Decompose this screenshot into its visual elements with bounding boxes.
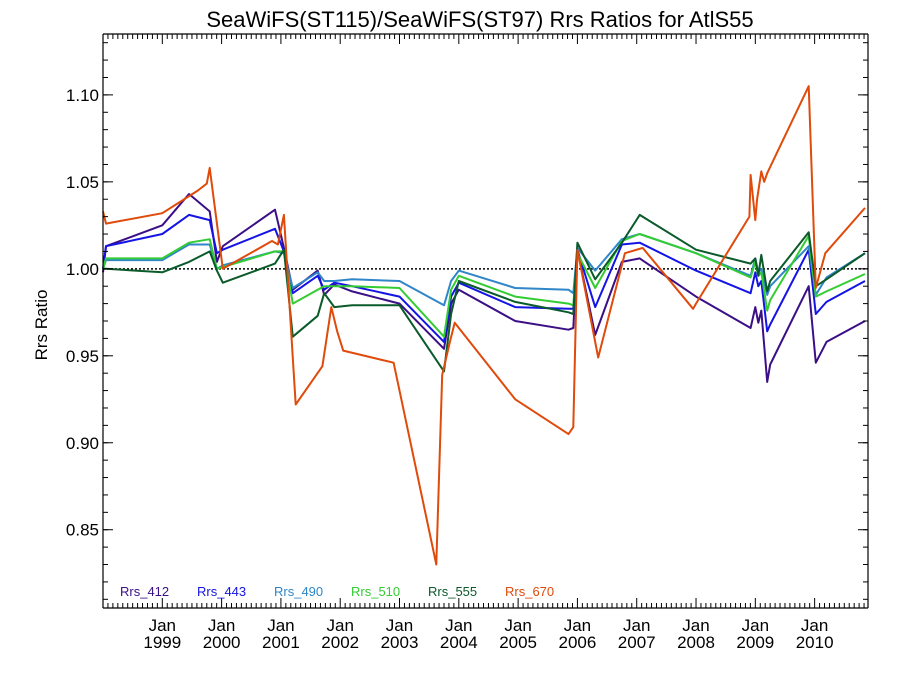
x-tick-label-year: 2004: [440, 633, 478, 652]
x-tick-label-year: 2000: [203, 633, 241, 652]
y-tick-label: 0.85: [66, 521, 99, 540]
x-tick-label-month: Jan: [504, 616, 531, 635]
x-tick-label-year: 2010: [796, 633, 834, 652]
x-tick-label-month: Jan: [623, 616, 650, 635]
legend-entry-rrs-412: Rrs_412: [120, 584, 169, 599]
y-tick-label: 1.00: [66, 260, 99, 279]
x-tick-label-year: 2009: [736, 633, 774, 652]
series-line-rrs-670: [102, 85, 866, 566]
legend: Rrs_412 Rrs_443 Rrs_490 Rrs_510 Rrs_555 Rrs_6…: [120, 584, 554, 599]
series-line-rrs-412: [102, 193, 866, 383]
y-tick-label: 0.90: [66, 434, 99, 453]
x-tick-label-year: 2005: [499, 633, 537, 652]
x-tick-label-month: Jan: [682, 616, 709, 635]
legend-entry-rrs-555: Rrs_555: [428, 584, 477, 599]
chart-title: SeaWiFS(ST115)/SeaWiFS(ST97) Rrs Ratios …: [206, 7, 753, 32]
x-tick-label-month: Jan: [326, 616, 353, 635]
series-layer: [102, 85, 866, 566]
x-tick-label-year: 2003: [381, 633, 419, 652]
x-tick-label-month: Jan: [801, 616, 828, 635]
series-line-rrs-443: [102, 213, 866, 343]
series-line-rrs-510: [102, 233, 866, 338]
x-tick-label-year: 2002: [321, 633, 359, 652]
x-tick-label-month: Jan: [445, 616, 472, 635]
x-tick-label-month: Jan: [208, 616, 235, 635]
legend-entry-rrs-443: Rrs_443: [197, 584, 246, 599]
series-line-rrs-555: [103, 213, 866, 373]
legend-entry-rrs-490: Rrs_490: [274, 584, 323, 599]
x-tick-label-month: Jan: [386, 616, 413, 635]
y-tick-label: 1.10: [66, 86, 99, 105]
legend-entry-rrs-670: Rrs_670: [505, 584, 554, 599]
x-tick-label-year: 2007: [618, 633, 656, 652]
axes-layer: [102, 33, 869, 609]
ticks-layer: 0.850.900.951.001.051.10Jan1999Jan2000Ja…: [66, 34, 868, 652]
x-tick-label-month: Jan: [149, 616, 176, 635]
x-tick-label-year: 2006: [559, 633, 597, 652]
x-tick-label-year: 2008: [677, 633, 715, 652]
y-tick-label: 1.05: [66, 173, 99, 192]
y-axis-label: Rrs Ratio: [32, 290, 51, 361]
x-tick-label-month: Jan: [742, 616, 769, 635]
x-tick-label-month: Jan: [564, 616, 591, 635]
x-tick-label-month: Jan: [267, 616, 294, 635]
x-tick-label-year: 2001: [262, 633, 300, 652]
legend-entry-rrs-510: Rrs_510: [351, 584, 400, 599]
y-tick-label: 0.95: [66, 347, 99, 366]
x-tick-label-year: 1999: [143, 633, 181, 652]
